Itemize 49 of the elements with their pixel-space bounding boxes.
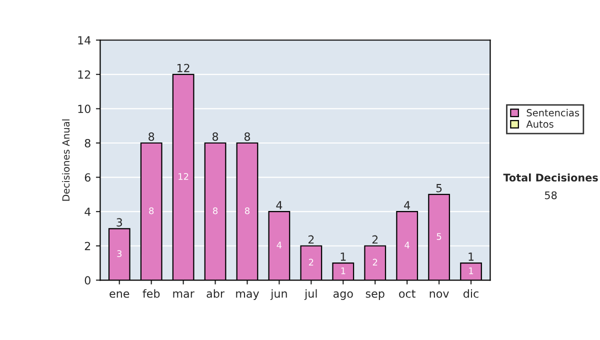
data-label: 1 — [341, 267, 346, 274]
total-label: 8 — [212, 132, 218, 141]
total-label: 4 — [404, 201, 410, 210]
data-label: 12 — [178, 173, 188, 180]
data-label: 2 — [372, 258, 378, 266]
x-tick-label: sep — [366, 291, 384, 300]
y-tick-label: 4 — [84, 208, 91, 216]
data-label: 4 — [404, 242, 410, 248]
total-label: 8 — [244, 132, 250, 141]
x-tick-label: jul — [304, 289, 317, 300]
x-tick-label: dic — [464, 289, 478, 298]
y-tick-label: 10 — [78, 104, 90, 114]
data-label: 2 — [308, 258, 314, 266]
data-label: 3 — [117, 250, 122, 258]
x-tick-label: abr — [206, 289, 224, 298]
total-label: 5 — [436, 184, 442, 192]
legend-label: Autos — [526, 120, 554, 128]
x-tick-label: feb — [142, 289, 160, 298]
data-label: 1 — [469, 267, 474, 274]
y-tick-label: 0 — [84, 276, 90, 285]
x-tick-label: ene — [110, 291, 130, 298]
y-tick-label: 8 — [84, 138, 90, 148]
data-label: 8 — [244, 207, 250, 214]
x-tick-label: oct — [399, 290, 416, 298]
text: Total Decisiones — [503, 173, 598, 182]
x-tick-label: nov — [430, 291, 449, 298]
total-label: 8 — [148, 132, 154, 141]
total-label: 2 — [372, 235, 378, 244]
data-label: 8 — [149, 207, 154, 214]
total-label: 3 — [116, 218, 122, 227]
y-tick-label: 2 — [84, 242, 90, 250]
x-tick-label: ago — [333, 291, 353, 300]
data-label: 8 — [213, 207, 218, 214]
y-tick-label: 12 — [78, 70, 90, 79]
y-tick-label: 14 — [78, 36, 91, 44]
legend-label: Sentencias — [526, 108, 580, 116]
text: 58 — [544, 191, 557, 200]
total-label: 1 — [468, 252, 474, 261]
y-axis-title: Decisiones Anual — [62, 119, 70, 201]
x-tick-label: jun — [270, 289, 287, 300]
x-tick-label: may — [236, 291, 260, 300]
x-tick-label: mar — [173, 291, 194, 298]
total-label: 4 — [276, 201, 282, 210]
total-label: 1 — [340, 252, 346, 261]
total-label: 12 — [177, 64, 190, 72]
data-label: 4 — [276, 242, 282, 248]
data-label: 5 — [436, 233, 442, 240]
y-tick-label: 6 — [84, 173, 90, 182]
total-label: 2 — [308, 235, 314, 244]
